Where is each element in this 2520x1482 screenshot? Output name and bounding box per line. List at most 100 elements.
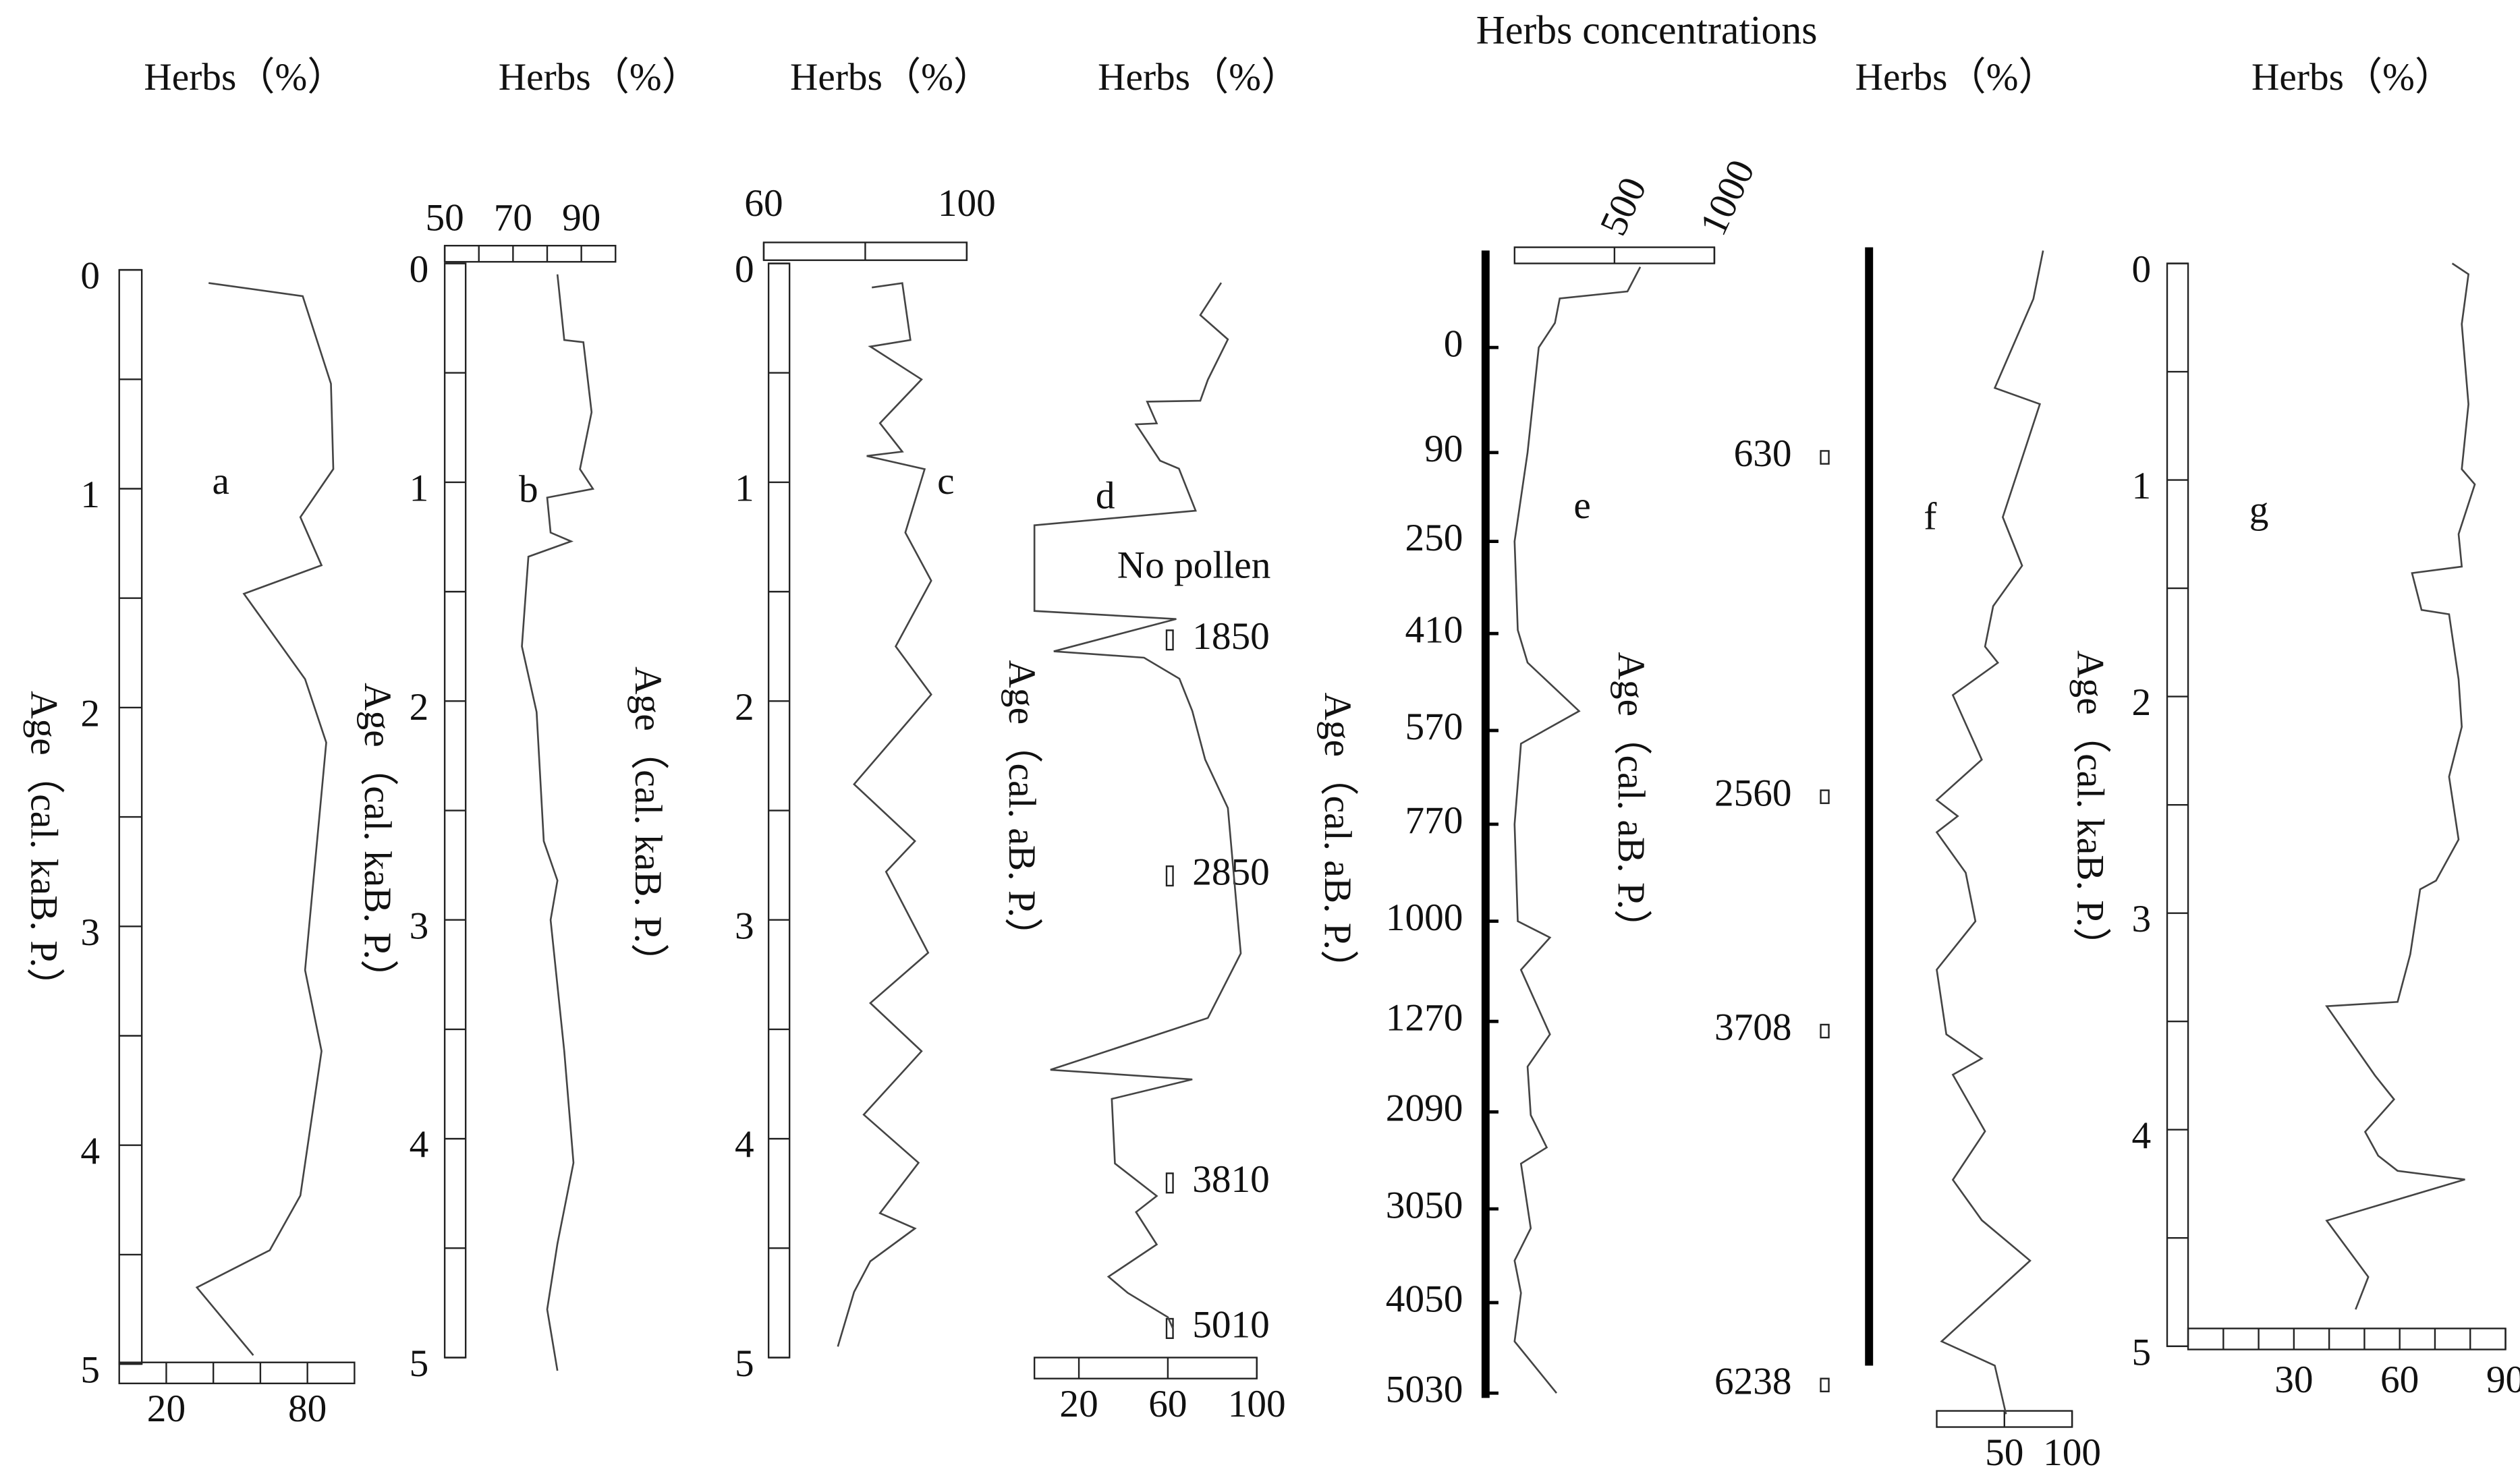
y-tick-label: 0 — [2131, 248, 2151, 291]
y-tick-label: 4050 — [1386, 1278, 1463, 1320]
y-tick-label: 2 — [735, 686, 754, 729]
x-tick-label: 60 — [2380, 1359, 2419, 1401]
y-tick-label: 1270 — [1386, 996, 1463, 1039]
y-tick-label: 5 — [2131, 1331, 2151, 1373]
x-tick-label: 20 — [1059, 1383, 1098, 1425]
date-marker — [1820, 789, 1830, 804]
x-tick-label: 100 — [2043, 1431, 2101, 1474]
date-marker — [1165, 865, 1174, 887]
y-tick-label: 3050 — [1386, 1184, 1463, 1226]
panel-label: b — [519, 468, 538, 511]
chart-title: Herbs（%） — [499, 56, 700, 98]
chart-title: Herbs（%） — [1098, 56, 1299, 98]
x-tick-label: 90 — [562, 196, 600, 239]
y-tick-label: 2560 — [1714, 772, 1792, 814]
panel-label: d — [1096, 474, 1115, 517]
y-tick-label: 3810 — [1192, 1158, 1270, 1201]
y-tick-label: 250 — [1405, 517, 1463, 559]
x-tick-label: 90 — [2486, 1359, 2520, 1401]
y-axis-label: Age（cal. kaB. P.） — [356, 683, 399, 998]
date-marker — [1820, 1377, 1830, 1393]
y-tick-label: 4 — [410, 1124, 429, 1166]
date-marker — [1820, 1023, 1830, 1039]
y-tick-label: 0 — [1444, 322, 1463, 365]
herb-curve — [837, 282, 932, 1347]
chart-title: Herbs（%） — [2251, 56, 2453, 98]
x-tick-label: 60 — [744, 182, 783, 225]
x-tick-label: 60 — [1148, 1383, 1187, 1425]
y-tick-label: 4 — [80, 1130, 100, 1172]
herb-curve — [1935, 250, 2044, 1415]
y-tick-label: 6238 — [1714, 1360, 1792, 1402]
x-tick-label: 50 — [425, 196, 464, 239]
y-axis-label: Age（cal. kaB. P.） — [627, 666, 669, 982]
y-tick-label: 630 — [1734, 432, 1792, 475]
y-tick-label: 2 — [410, 686, 429, 729]
y-tick-label: 0 — [410, 248, 429, 291]
panel-label: g — [2249, 489, 2269, 532]
y-tick-label: 3 — [410, 905, 429, 947]
y-tick-label: 1 — [735, 467, 754, 509]
herb-curve — [2325, 262, 2476, 1310]
y-tick-label: 2 — [80, 692, 100, 735]
y-tick-label: 4 — [2131, 1114, 2151, 1157]
date-marker — [1820, 450, 1830, 465]
y-axis-label: Age（cal. aB. P.） — [1610, 652, 1652, 948]
panel-label: e — [1573, 484, 1590, 527]
y-tick-label: 1850 — [1192, 615, 1270, 658]
panel-label: c — [937, 460, 954, 503]
herb-curve — [521, 274, 595, 1371]
y-tick-label: 2 — [2131, 681, 2151, 724]
chart-title: Herbs（%） — [144, 56, 345, 98]
panel-label: a — [212, 460, 229, 503]
y-tick-label: 770 — [1405, 799, 1463, 842]
y-tick-label: 3 — [80, 911, 100, 954]
y-tick-label: 1 — [80, 474, 100, 516]
x-tick-label: 30 — [2274, 1359, 2313, 1401]
date-marker — [1165, 629, 1174, 651]
herb-curve — [1513, 266, 1642, 1394]
panel-label: f — [1924, 496, 1937, 538]
title-box: Herbs concentrations — [1476, 9, 1818, 54]
chart-title: Herbs concentrations — [1476, 9, 1818, 54]
y-tick-label: 2090 — [1386, 1087, 1463, 1129]
x-tick-label: 100 — [1228, 1383, 1286, 1425]
x-tick-label: 80 — [288, 1388, 327, 1430]
x-tick-label: 20 — [147, 1388, 186, 1430]
y-tick-label: 1000 — [1386, 896, 1463, 939]
chart-title: Herbs（%） — [1855, 56, 2057, 98]
herb-curve — [195, 282, 335, 1356]
y-axis-label: Age（cal. kaB. P.） — [23, 691, 65, 1006]
date-marker — [1165, 1172, 1174, 1194]
y-tick-label: 0 — [80, 255, 100, 297]
y-tick-label: 2850 — [1192, 851, 1270, 894]
y-tick-label: 3 — [2131, 898, 2151, 940]
y-tick-label: 3708 — [1714, 1006, 1792, 1049]
x-tick-label: 50 — [1985, 1431, 2023, 1474]
y-tick-label: 5030 — [1386, 1368, 1463, 1410]
y-tick-label: 570 — [1405, 706, 1463, 748]
y-tick-label: 0 — [735, 248, 754, 291]
x-tick-label: 100 — [938, 182, 996, 225]
x-axis-bar — [118, 1361, 356, 1385]
chart-title: Herbs（%） — [790, 56, 992, 98]
y-axis-label: Age（cal. aB. P.） — [1316, 692, 1359, 988]
y-tick-label: 5 — [80, 1349, 100, 1392]
y-tick-label: 1 — [2131, 465, 2151, 507]
y-axis-label: Age（cal. kaB. P.） — [2069, 650, 2111, 966]
x-tick-label: 70 — [494, 196, 532, 239]
y-tick-label: 5 — [735, 1342, 754, 1385]
y-tick-label: 90 — [1424, 428, 1463, 470]
y-tick-label: 4 — [735, 1124, 754, 1166]
y-tick-label: 1 — [410, 467, 429, 509]
y-tick-label: 410 — [1405, 608, 1463, 651]
annotation: No pollen — [1117, 544, 1271, 586]
herb-curve — [1033, 282, 1242, 1329]
date-marker — [1165, 1317, 1174, 1339]
y-axis-label: Age（cal. aB. P.） — [1001, 660, 1043, 956]
y-tick-label: 5010 — [1192, 1304, 1270, 1346]
y-tick-label: 3 — [735, 905, 754, 947]
